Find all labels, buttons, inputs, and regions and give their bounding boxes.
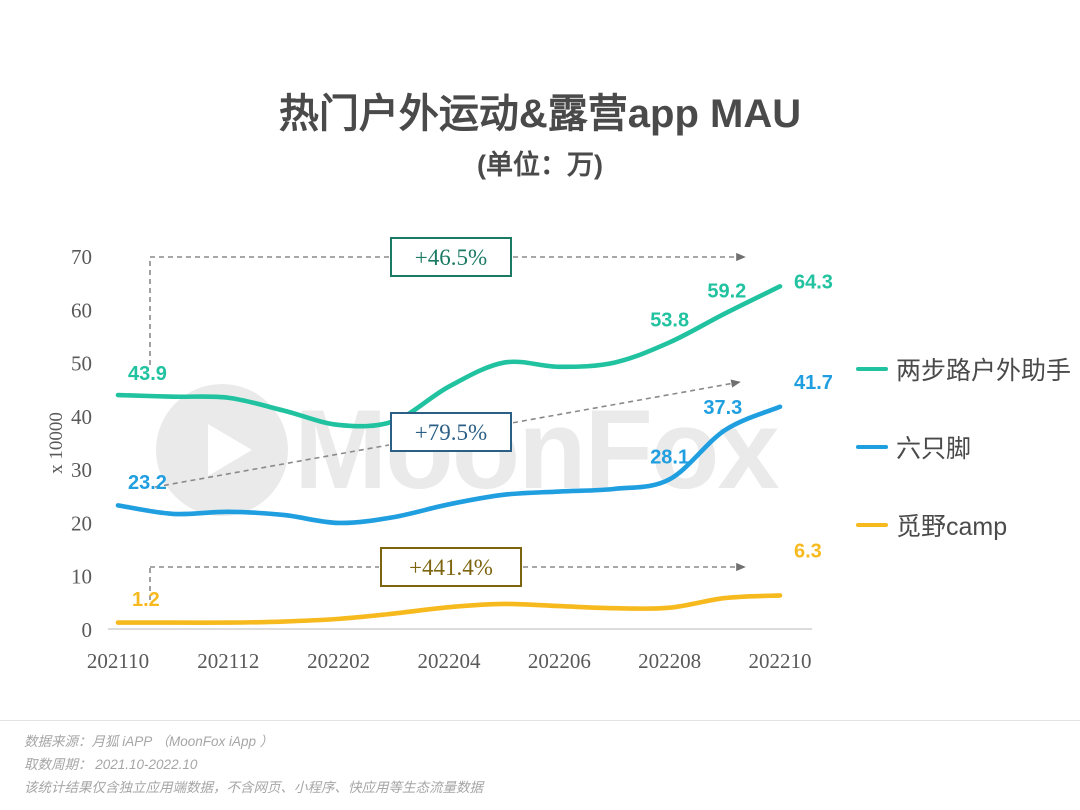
legend-item-1[interactable]: 六只脚	[856, 408, 1076, 486]
title-block: 热门户外运动&露营app MAU (单位：万)	[0, 92, 1080, 182]
data-point-label: 23.2	[128, 472, 167, 494]
y-tick-label: 60	[71, 298, 92, 322]
y-tick-label: 70	[71, 245, 92, 269]
growth-annotation-label: +79.5%	[415, 420, 487, 445]
x-tick-label: 202110	[87, 649, 149, 673]
data-point-label: 53.8	[650, 309, 689, 331]
data-point-label: 37.3	[703, 397, 742, 419]
legend-item-2[interactable]: 觅野camp	[856, 486, 1076, 564]
data-point-label: 59.2	[707, 281, 746, 303]
y-tick-label: 0	[82, 618, 93, 642]
y-tick-label: 50	[71, 352, 92, 376]
x-tick-label: 202210	[749, 649, 812, 673]
data-point-label: 41.7	[794, 372, 833, 394]
x-tick-label: 202204	[418, 649, 482, 673]
growth-annotation-0: +46.5%	[149, 237, 746, 365]
growth-annotation-label: +46.5%	[415, 245, 487, 270]
footer-line-2: 该统计结果仅含独立应用端数据，不含网页、小程序、快应用等生态流量数据	[24, 780, 483, 796]
page-title: 热门户外运动&露营app MAU	[278, 92, 802, 136]
legend-swatch-icon	[856, 445, 888, 449]
footer-line-0: 数据来源：月狐 iAPP （MoonFox iApp ）	[24, 734, 274, 749]
legend-item-label: 两步路户外助手	[896, 357, 1072, 385]
legend-item-label: 觅野camp	[896, 513, 1008, 541]
footer-divider	[0, 720, 1080, 721]
chart-legend: 两步路户外助手 六只脚觅野camp	[856, 330, 1076, 564]
x-tick-label: 202202	[307, 649, 370, 673]
growth-annotation-1: +79.5%	[154, 379, 741, 488]
y-tick-label: 10	[71, 565, 92, 589]
series-line-0	[115, 284, 783, 429]
data-point-label: 43.9	[128, 363, 167, 385]
data-point-label: 64.3	[794, 271, 833, 293]
legend-item-0[interactable]: 两步路户外助手	[856, 330, 1076, 408]
y-tick-label: 40	[71, 405, 92, 429]
data-point-label: 6.3	[794, 540, 822, 562]
footer-notes: 数据来源：月狐 iAPP （MoonFox iApp ） 取数周期： 2021.1…	[24, 730, 924, 800]
series-line-2	[115, 593, 783, 625]
legend-swatch-icon	[856, 523, 888, 527]
growth-annotation-2: +441.4%	[149, 547, 746, 600]
footer-line-1: 取数周期： 2021.10-2022.10	[24, 757, 198, 773]
legend-item-label: 六只脚	[896, 435, 972, 463]
x-tick-label: 202112	[197, 649, 259, 673]
data-point-label: 28.1	[650, 446, 689, 468]
page-subtitle: (单位：万)	[477, 149, 603, 180]
y-tick-label: 30	[71, 458, 92, 482]
series-line-1	[115, 404, 783, 526]
x-tick-label: 202206	[528, 649, 591, 673]
data-point-label: 1.2	[132, 589, 160, 611]
y-tick-label: 20	[71, 511, 92, 535]
y-axis-title: x 10000	[46, 412, 67, 474]
x-tick-label: 202208	[638, 649, 701, 673]
legend-swatch-icon	[856, 367, 888, 371]
growth-annotation-label: +441.4%	[409, 555, 493, 580]
